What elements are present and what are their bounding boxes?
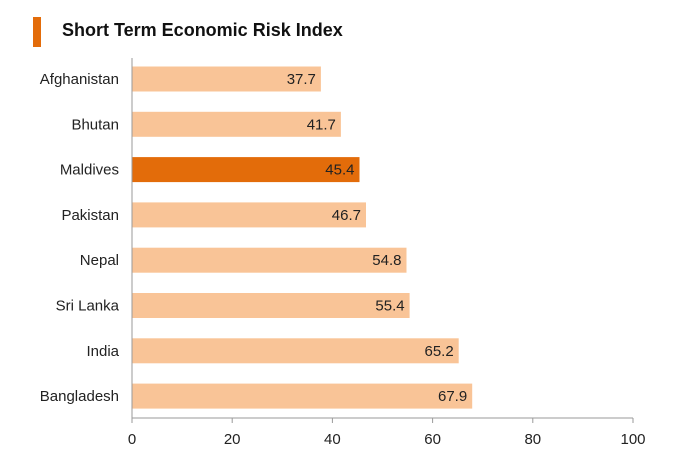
category-label: Bangladesh [40,388,119,405]
x-tick-label: 80 [524,431,541,448]
bar [132,293,410,318]
category-label: Nepal [80,252,119,269]
x-tick-label: 20 [224,431,241,448]
bar [132,202,366,228]
bar [132,383,473,409]
data-label: 54.8 [372,252,401,269]
bar [132,338,459,364]
category-label: Maldives [60,162,119,179]
data-label: 65.2 [424,343,453,360]
bar [132,66,321,92]
bar [132,111,341,137]
data-label: 46.7 [332,207,361,224]
bar [132,247,407,273]
category-label: India [86,343,119,360]
data-label: 41.7 [307,116,336,133]
category-label: Bhutan [71,116,119,133]
x-tick-label: 0 [128,431,136,448]
x-tick-label: 100 [620,431,645,448]
data-label: 37.7 [287,71,316,88]
bar [132,157,360,183]
data-label: 45.4 [325,162,354,179]
category-label: Sri Lanka [56,298,120,315]
data-label: 67.9 [438,388,467,405]
chart-title: Short Term Economic Risk Index [62,20,343,40]
category-label: Pakistan [61,207,119,224]
x-tick-label: 60 [424,431,441,448]
title-accent-bar [33,17,41,47]
data-label: 55.4 [375,298,404,315]
x-tick-label: 40 [324,431,341,448]
category-label: Afghanistan [40,71,119,88]
